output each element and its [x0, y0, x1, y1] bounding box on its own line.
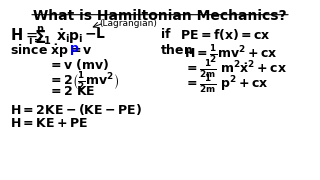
Text: $\mathbf{= 2\left(\frac{1}{2}mv^2\right)}$: $\mathbf{= 2\left(\frac{1}{2}mv^2\right)… — [48, 71, 119, 92]
Text: $\mathbf{H = \frac{1}{2}mv^2 + cx}$: $\mathbf{H = \frac{1}{2}mv^2 + cx}$ — [184, 43, 278, 65]
Text: $\mathbf{p}$: $\mathbf{p}$ — [69, 43, 79, 57]
Text: (Lagrangian): (Lagrangian) — [99, 19, 157, 28]
Text: $\mathbf{\Sigma}$: $\mathbf{\Sigma}$ — [34, 29, 46, 47]
Text: $\mathbf{PE = f(x) = cx}$: $\mathbf{PE = f(x) = cx}$ — [180, 27, 271, 42]
Text: $\mathbf{= \frac{1}{2m}\ p^2 + cx}$: $\mathbf{= \frac{1}{2m}\ p^2 + cx}$ — [184, 73, 268, 95]
Text: $\mathbf{\dot{x}_i p_i}$: $\mathbf{\dot{x}_i p_i}$ — [56, 27, 83, 46]
Text: $\mathbf{then}$: $\mathbf{then}$ — [160, 43, 193, 57]
Text: $\mathbf{i=1}$: $\mathbf{i=1}$ — [28, 34, 52, 46]
Text: $\mathbf{since\ \dot{x}p = v\ }$: $\mathbf{since\ \dot{x}p = v\ }$ — [11, 43, 93, 60]
Text: $\mathbf{= \frac{1}{2m}\ m^2\dot{x}^2 + cx}$: $\mathbf{= \frac{1}{2m}\ m^2\dot{x}^2 + … — [184, 58, 287, 80]
Text: $\mathbf{n}$: $\mathbf{n}$ — [36, 24, 44, 33]
Text: $\mathbf{= v\ (mv)}$: $\mathbf{= v\ (mv)}$ — [48, 57, 109, 72]
Text: $\mathbf{= 2\ KE}$: $\mathbf{= 2\ KE}$ — [48, 85, 95, 98]
Text: $\mathbf{H} =$: $\mathbf{H} =$ — [11, 27, 38, 43]
Text: What is Hamiltonian Mechanics?: What is Hamiltonian Mechanics? — [33, 9, 287, 23]
Text: $\mathbf{if}$: $\mathbf{if}$ — [160, 27, 172, 41]
Text: $\mathbf{H = 2KE - (KE - PE)}$: $\mathbf{H = 2KE - (KE - PE)}$ — [11, 102, 142, 117]
Text: $\mathbf{H = KE + PE}$: $\mathbf{H = KE + PE}$ — [11, 118, 89, 130]
Text: $\mathbf{- L}$: $\mathbf{- L}$ — [84, 27, 106, 41]
